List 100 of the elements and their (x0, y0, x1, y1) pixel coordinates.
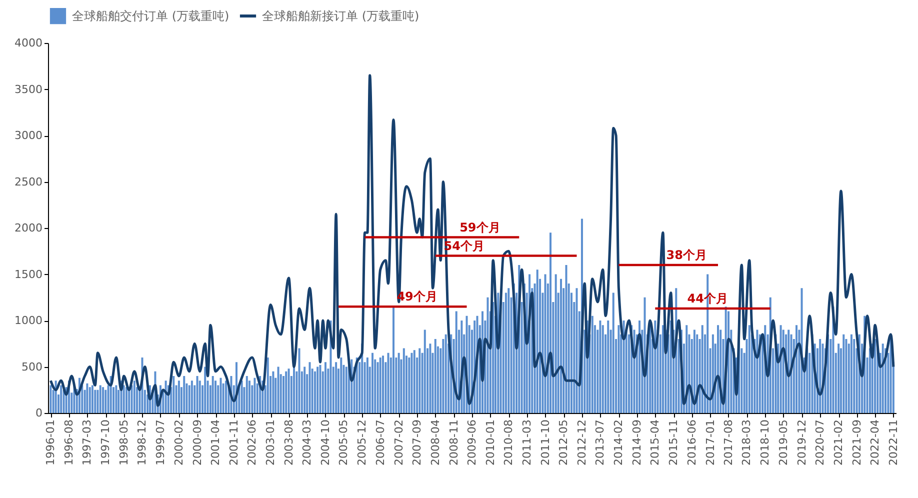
legend-label: 全球船舶交付订单 (万载重吨) (72, 9, 230, 23)
bar (314, 371, 316, 413)
x-tick-label: 2011-03 (520, 420, 534, 466)
bar (212, 376, 214, 413)
x-tick-label: 2003-01 (264, 420, 278, 466)
y-tick-label: 3000 (14, 129, 42, 142)
bar (345, 366, 348, 413)
bar (102, 387, 104, 413)
x-tick-label: 2007-09 (410, 420, 424, 466)
x-tick-label: 2022-04 (868, 420, 882, 466)
x-tick-label: 2021-02 (832, 420, 846, 466)
bar (183, 376, 186, 413)
bar (874, 339, 876, 413)
x-tick-label: 2020-07 (814, 420, 827, 466)
x-tick-label: 2017-08 (722, 420, 735, 466)
bar (382, 356, 384, 413)
x-tick-label: 2004-03 (300, 420, 314, 466)
x-tick-label: 2019-12 (795, 420, 808, 466)
bar (410, 352, 413, 413)
annotation: 59个月 (460, 220, 500, 234)
y-tick-label: 1500 (14, 268, 42, 281)
bar (819, 339, 822, 413)
bar (133, 380, 136, 413)
bar (224, 380, 227, 413)
bar (104, 390, 107, 413)
x-tick-label: 2011-10 (538, 420, 552, 466)
y-tick-label: 3500 (14, 82, 42, 96)
bar (622, 320, 625, 413)
bar (91, 385, 94, 413)
bar (204, 366, 206, 413)
x-tick-label: 2017-01 (704, 420, 717, 466)
x-tick-label: 2012-05 (557, 420, 570, 466)
y-tick-label: 1000 (14, 314, 42, 327)
x-tick-label: 2014-02 (612, 420, 626, 466)
bar (554, 274, 557, 413)
line-series (49, 74, 895, 407)
bar (599, 320, 602, 413)
bar (298, 348, 300, 413)
bar (591, 316, 594, 413)
bar (544, 274, 546, 413)
bar (60, 385, 62, 413)
bar (882, 344, 884, 413)
bar (693, 330, 696, 413)
x-tick-label: 2006-07 (374, 420, 387, 466)
bar (246, 376, 248, 413)
x-tick-label: 2010-01 (484, 420, 497, 466)
bar (701, 325, 704, 413)
bar (324, 362, 326, 413)
bar (372, 352, 374, 413)
bar (612, 292, 614, 413)
x-tick-label: 2009-06 (466, 420, 478, 466)
x-tick-label: 2013-07 (594, 420, 607, 466)
x-tick-label: 2021-09 (850, 420, 864, 466)
bar (178, 380, 180, 413)
bar (316, 366, 319, 413)
bar (486, 297, 489, 413)
bar (220, 378, 222, 413)
bar (387, 352, 390, 413)
bar (756, 330, 758, 413)
bar (418, 348, 421, 413)
x-tick-label: 2018-10 (758, 420, 772, 466)
bar (94, 390, 96, 413)
bar (379, 358, 382, 413)
bar (402, 348, 405, 413)
y-tick-label: 2000 (14, 222, 42, 234)
bar (842, 334, 845, 413)
annotation: 38个月 (666, 248, 707, 262)
bar (565, 265, 568, 413)
x-tick-label: 2001-04 (209, 420, 222, 466)
bar (788, 330, 790, 413)
x-tick-label: 2003-08 (282, 420, 296, 466)
bar (424, 330, 426, 413)
y-tick-label: 2500 (14, 175, 42, 188)
bar (190, 380, 193, 413)
bar (272, 371, 274, 413)
x-tick-label: 2022-11 (886, 420, 900, 466)
bar (88, 387, 91, 413)
bar (366, 358, 368, 413)
bar (319, 364, 322, 413)
bar (340, 358, 342, 413)
x-tick-label: 1996-08 (62, 420, 76, 466)
bar (126, 387, 128, 413)
bar (398, 352, 400, 413)
bar (654, 320, 656, 413)
bar (266, 358, 269, 413)
bar (662, 325, 664, 413)
bar (838, 344, 840, 413)
bar (335, 362, 338, 413)
bar (128, 390, 130, 413)
x-tick-label: 1998-12 (136, 420, 149, 466)
y-tick-label: 4000 (14, 36, 42, 50)
bar (277, 366, 280, 413)
x-tick-label: 1997-03 (80, 420, 94, 466)
bar (607, 320, 610, 413)
bar (508, 288, 510, 413)
x-tick-label: 2008-11 (447, 420, 460, 466)
x-tick-label: 2000-02 (172, 420, 186, 466)
bar (86, 383, 88, 413)
bar (308, 362, 311, 413)
bar (285, 371, 288, 413)
